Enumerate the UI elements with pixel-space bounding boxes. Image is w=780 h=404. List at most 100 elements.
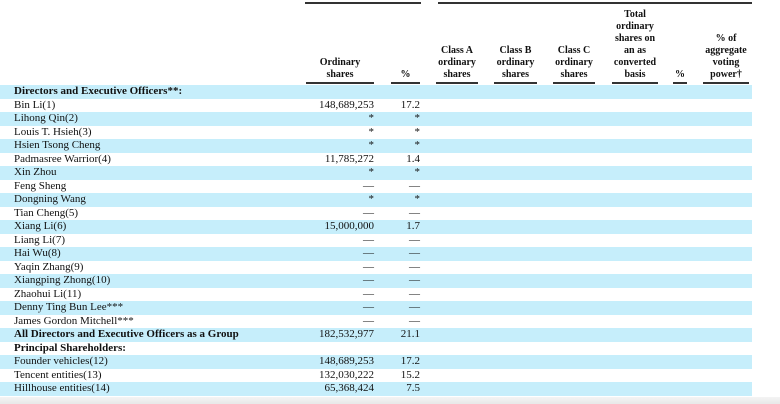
percent-cell: — xyxy=(409,274,420,286)
percent-cell: — xyxy=(409,179,420,192)
ordinary-shares-cell: 148,689,253 xyxy=(319,355,374,367)
col-header-percent: % xyxy=(391,69,420,81)
percent-cell: * xyxy=(414,166,421,178)
ordinary-shares-cell: 148,689,253 xyxy=(319,98,374,111)
row-name: Dongning Wang xyxy=(14,193,86,205)
ordinary-shares-cell: 15,000,000 xyxy=(324,220,375,232)
header-line: shares xyxy=(501,69,530,80)
percent-cell: — xyxy=(409,314,420,327)
header-line: ordinary xyxy=(616,21,654,32)
row-name: Hai Wu(8) xyxy=(14,247,61,259)
row-name: Hillhouse entities(14) xyxy=(14,382,110,394)
header-line: Class C xyxy=(557,45,591,56)
ordinary-shares-cell: * xyxy=(368,112,375,124)
ordinary-shares-cell: — xyxy=(363,260,374,273)
col-header-voting-power: % of aggregate voting power† xyxy=(700,33,752,81)
ordinary-shares-cell: — xyxy=(363,314,374,327)
percent-cell: * xyxy=(414,139,421,151)
table-row: Zhaohui Li(11) — — xyxy=(0,288,752,302)
percent-cell: — xyxy=(409,287,420,300)
row-name: All Directors and Executive Officers as … xyxy=(14,328,239,340)
col-header-percent-converted: % xyxy=(672,69,688,81)
percent-cell: * xyxy=(414,125,421,138)
header-line: Class B xyxy=(499,45,532,56)
table-row: Yaqin Zhang(9) — — xyxy=(0,261,752,275)
ordinary-shares-cell: — xyxy=(363,301,374,313)
percent-cell: 7.5 xyxy=(406,382,420,394)
percent-cell: — xyxy=(409,301,420,313)
row-name: James Gordon Mitchell*** xyxy=(14,314,134,327)
table-row: Lihong Qin(2) * * xyxy=(0,112,752,126)
percent-cell: 17.2 xyxy=(400,355,420,367)
row-name: Padmasree Warrior(4) xyxy=(14,152,111,165)
table-row: Hai Wu(8) — — xyxy=(0,247,752,261)
table-row: Feng Sheng — — xyxy=(0,180,752,194)
percent-cell: 21.1 xyxy=(400,328,420,340)
col-header-ordinary-shares: Ordinary shares xyxy=(306,57,374,81)
header-underline xyxy=(306,82,374,84)
header-underline xyxy=(703,82,749,84)
header-line: shares on xyxy=(614,33,656,44)
table-row: Hsien Tsong Cheng * * xyxy=(0,139,752,153)
header-line: Total xyxy=(624,9,646,20)
table-row: Directors and Executive Officers**: xyxy=(0,85,752,99)
row-name: Feng Sheng xyxy=(14,179,67,192)
header-underline xyxy=(436,82,478,84)
row-name: Tencent entities(13) xyxy=(14,368,102,381)
table-row: Liang Li(7) — — xyxy=(0,234,752,248)
percent-cell: 1.7 xyxy=(406,220,420,232)
header-underline xyxy=(612,82,658,84)
ordinary-shares-cell: 11,785,272 xyxy=(324,152,374,165)
table-row: Padmasree Warrior(4) 11,785,272 1.4 xyxy=(0,153,752,167)
ordinary-shares-cell: * xyxy=(368,193,375,205)
table-row: Dongning Wang * * xyxy=(0,193,752,207)
header-line: Class A xyxy=(441,45,473,56)
header-line: converted xyxy=(613,57,657,68)
header-line: shares xyxy=(560,69,588,80)
ordinary-shares-cell: * xyxy=(368,166,375,178)
table-row: Bin Li(1) 148,689,253 17.2 xyxy=(0,99,752,113)
ordinary-shares-cell: 182,532,977 xyxy=(319,328,374,340)
header-rule-right xyxy=(438,2,752,4)
header-underline xyxy=(553,82,595,84)
table-row: James Gordon Mitchell*** — — xyxy=(0,315,752,329)
header-underline xyxy=(673,82,687,84)
ordinary-shares-cell: — xyxy=(363,287,374,300)
header-line: basis xyxy=(624,69,646,80)
table-row: All Directors and Executive Officers as … xyxy=(0,328,752,342)
percent-cell: 17.2 xyxy=(400,98,420,111)
table-row: Xiang Li(6) 15,000,000 1.7 xyxy=(0,220,752,234)
percent-cell: 15.2 xyxy=(400,368,420,381)
header-line: ordinary xyxy=(555,57,593,68)
table-row: Tian Cheng(5) — — xyxy=(0,207,752,221)
table-row: Louis T. Hsieh(3) * * xyxy=(0,126,752,140)
header-underline xyxy=(494,82,537,84)
bottom-edge xyxy=(0,397,780,404)
row-name: Bin Li(1) xyxy=(14,98,56,111)
percent-cell: — xyxy=(409,260,420,273)
ordinary-shares-cell: 65,368,424 xyxy=(324,382,375,394)
percent-cell: — xyxy=(409,233,420,246)
table-row: Hillhouse entities(14) 65,368,424 7.5 xyxy=(0,382,752,396)
header-line: Ordinary xyxy=(319,57,361,68)
header-line: ordinary xyxy=(438,57,476,68)
header-line: shares xyxy=(443,69,471,80)
row-name: Tian Cheng(5) xyxy=(14,206,79,219)
ordinary-shares-cell: 132,030,222 xyxy=(319,368,374,381)
header-line: voting xyxy=(712,57,740,68)
row-name: Denny Ting Bun Lee*** xyxy=(14,301,124,313)
row-name: Liang Li(7) xyxy=(14,233,66,246)
header-line: power† xyxy=(710,69,742,80)
table-row: Xiangping Zhong(10) — — xyxy=(0,274,752,288)
header-line: % xyxy=(400,69,411,80)
table-row: Denny Ting Bun Lee*** — — xyxy=(0,301,752,315)
ordinary-shares-cell: — xyxy=(363,247,374,259)
header-line: % of xyxy=(715,33,737,44)
percent-cell: 1.4 xyxy=(406,152,420,165)
header-line: an as xyxy=(624,45,646,56)
ordinary-shares-cell: — xyxy=(363,274,374,286)
ordinary-shares-cell: * xyxy=(368,139,375,151)
